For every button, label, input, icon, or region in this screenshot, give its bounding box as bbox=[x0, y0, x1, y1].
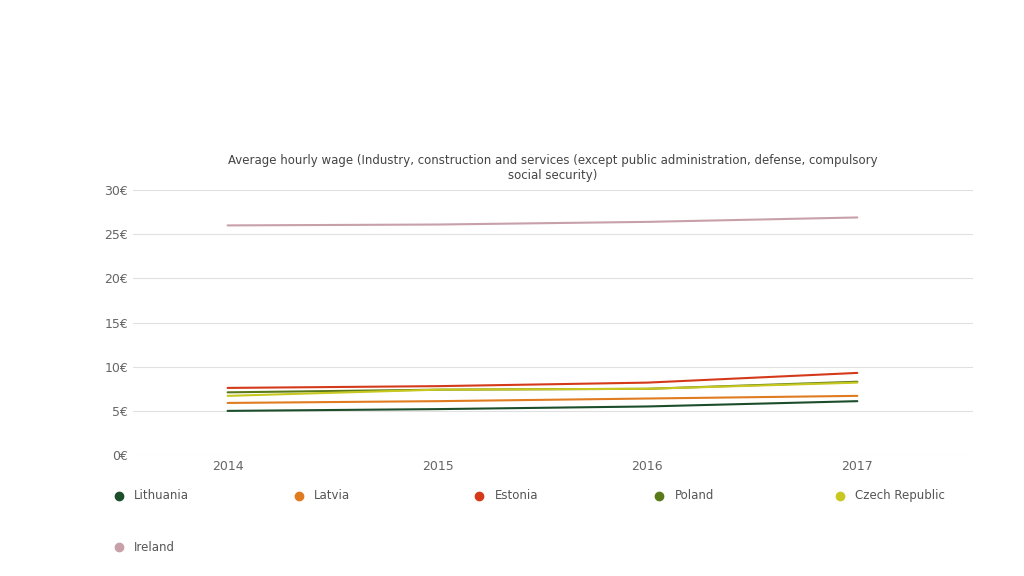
Text: Lithuania: Lithuania bbox=[134, 489, 189, 502]
Text: Estonia: Estonia bbox=[495, 489, 538, 502]
Title: Average hourly wage (Industry, construction and services (except public administ: Average hourly wage (Industry, construct… bbox=[228, 154, 878, 182]
Text: Ireland: Ireland bbox=[134, 541, 175, 554]
Text: BUSSINESS CLIMATE: AVERAGE HOURLY WAGE: BUSSINESS CLIMATE: AVERAGE HOURLY WAGE bbox=[34, 118, 645, 141]
Text: Latvia: Latvia bbox=[314, 489, 350, 502]
Text: Poland: Poland bbox=[675, 489, 714, 502]
Text: Czech Republic: Czech Republic bbox=[855, 489, 945, 502]
